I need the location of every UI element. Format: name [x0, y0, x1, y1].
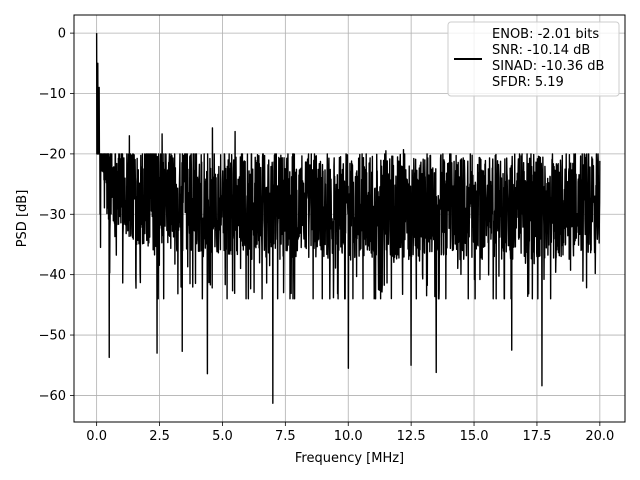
x-tick-label: 10.0: [334, 429, 363, 444]
legend-entry-enob: ENOB: -2.01 bits: [492, 27, 599, 42]
y-tick-label: −30: [39, 208, 66, 223]
y-tick-label: −10: [39, 87, 66, 102]
x-tick-label: 15.0: [460, 429, 489, 444]
ticks: 0.0 2.5 5.0 7.5 10.0 12.5 15.0 17.5 20.0 0 −10 −20 −…: [39, 27, 615, 444]
x-tick-label: 17.5: [522, 429, 551, 444]
y-tick-label: −60: [39, 389, 66, 404]
legend-entry-snr: SNR: -10.14 dB: [492, 43, 590, 58]
legend-box: [447, 21, 620, 97]
x-tick-label: 0.0: [86, 429, 107, 444]
y-tick-label: 0: [58, 27, 66, 42]
y-axis-label: PSD [dB]: [15, 190, 30, 248]
x-tick-label: 7.5: [275, 429, 296, 444]
legend-entry-sinad: SINAD: -10.36 dB: [492, 59, 604, 74]
y-tick-label: −20: [39, 147, 66, 162]
y-tick-label: −40: [39, 268, 66, 283]
legend-entry-sfdr: SFDR: 5.19: [492, 75, 564, 90]
x-tick-label: 12.5: [397, 429, 426, 444]
axes-frame: [73, 14, 626, 423]
x-tick-label: 5.0: [212, 429, 233, 444]
legend: ENOB: -2.01 bits SNR: -10.14 dB SINAD: -…: [447, 21, 620, 97]
plot-area: [95, 33, 601, 404]
x-tick-label: 20.0: [585, 429, 614, 444]
x-axis-label: Frequency [MHz]: [295, 451, 404, 466]
psd-series-line: [95, 33, 601, 404]
x-tick-label: 2.5: [149, 429, 170, 444]
y-tick-label: −50: [39, 329, 66, 344]
